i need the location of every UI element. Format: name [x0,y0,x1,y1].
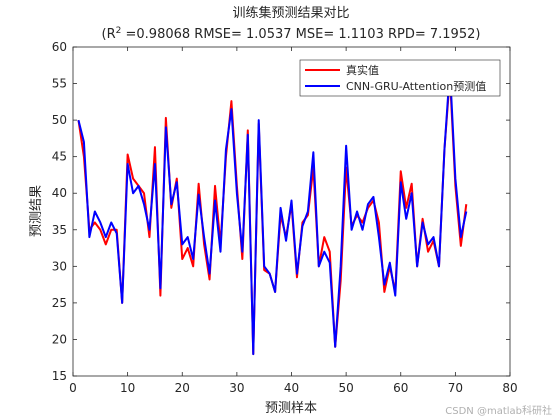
legend: 真实值 CNN-GRU-Attention预测值 [299,59,501,97]
legend-label-actual: 真实值 [346,63,379,77]
subtitle-metrics: =0.98068 RMSE= 1.0537 MSE= 1.1103 RPD= 7… [121,27,480,42]
y-axis: 15 20 25 30 35 40 45 50 55 60 [52,40,510,383]
x-tick-label: 0 [69,381,77,395]
y-axis-label: 预测结果 [29,185,44,237]
watermark-text: CSDN @matlab科研社 [445,404,552,417]
x-axis: 0 10 20 30 40 50 60 70 80 [69,47,518,395]
x-tick-label: 50 [338,381,353,395]
subtitle-prefix: (R [102,27,116,42]
x-tick-label: 80 [502,381,517,395]
y-tick-label: 20 [52,332,67,346]
chart-subtitle: (R2 =0.98068 RMSE= 1.0537 MSE= 1.1103 RP… [102,26,481,42]
x-tick-label: 20 [175,381,190,395]
subtitle-superscript: 2 [116,26,122,36]
y-tick-label: 40 [52,186,67,200]
y-tick-label: 35 [52,223,67,237]
x-tick-label: 30 [229,381,244,395]
x-tick-label: 10 [120,381,135,395]
x-axis-label: 预测样本 [265,401,317,416]
y-tick-label: 15 [52,369,67,383]
x-tick-label: 40 [284,381,299,395]
y-tick-label: 25 [52,296,67,310]
x-tick-label: 70 [448,381,463,395]
y-tick-label: 50 [52,113,67,127]
chart-title: 训练集预测结果对比 [232,5,349,21]
y-tick-label: 55 [52,77,67,91]
y-tick-label: 60 [52,40,67,54]
y-tick-label: 45 [52,150,67,164]
y-tick-label: 30 [52,259,67,273]
x-tick-label: 60 [393,381,408,395]
legend-label-predicted: CNN-GRU-Attention预测值 [346,80,486,93]
series-layer [77,67,468,356]
series-line-predicted [77,67,468,356]
legend-box [299,59,501,97]
